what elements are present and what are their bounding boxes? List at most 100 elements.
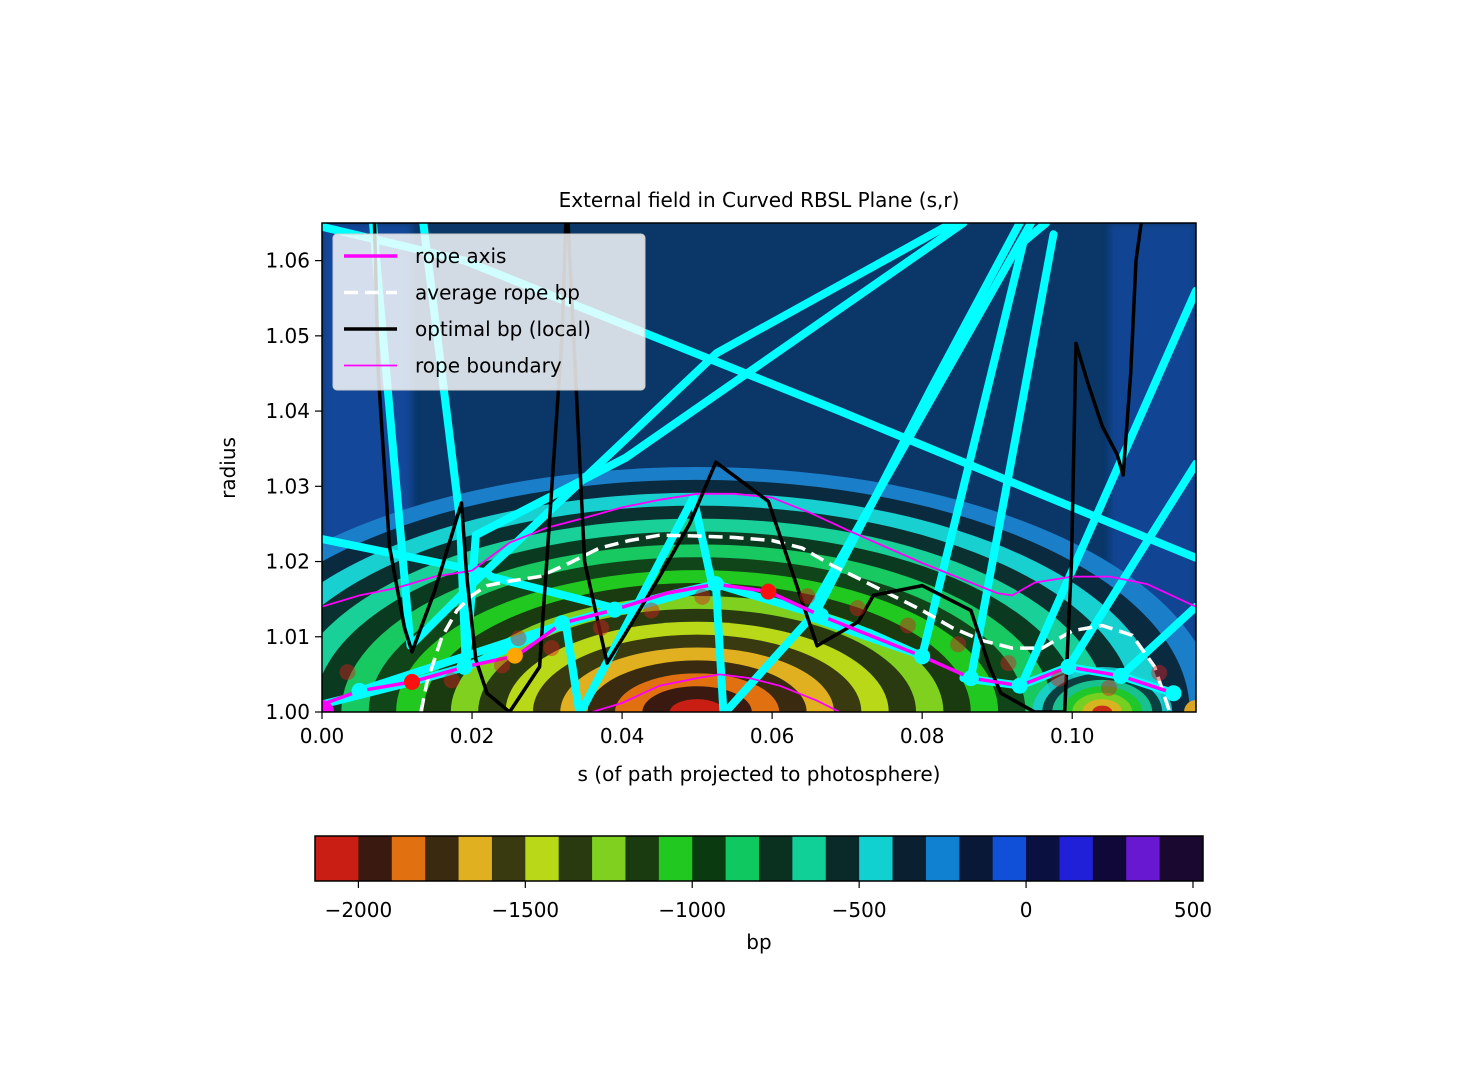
plot-area xyxy=(321,222,1197,713)
cyan-point xyxy=(1112,667,1129,684)
cyan-point xyxy=(554,615,571,632)
red-sample-point xyxy=(339,664,356,681)
colorbar-tick-label: −1000 xyxy=(658,898,726,922)
y-tick-label: 1.06 xyxy=(265,249,310,273)
field-line xyxy=(809,223,1050,660)
cyan-point xyxy=(606,601,623,618)
x-tick-label: 0.08 xyxy=(900,724,945,748)
colorbar-band xyxy=(692,836,727,881)
x-axis: 0.00 0.02 0.04 0.06 0.08 0.10 xyxy=(300,712,1095,748)
cyan-point xyxy=(914,648,931,665)
red-sample-point xyxy=(1000,655,1017,672)
y-tick-label: 1.01 xyxy=(265,625,310,649)
field-line xyxy=(711,223,1024,712)
colorbar-band xyxy=(425,836,460,881)
colorbar-tick-label: −500 xyxy=(832,898,887,922)
red-sample-point xyxy=(849,600,866,617)
field-contour-ring xyxy=(669,699,725,712)
colorbar-band xyxy=(338,836,359,881)
colorbar-tick-label: −2000 xyxy=(325,898,393,922)
y-tick-label: 1.03 xyxy=(265,474,310,498)
y-tick-label: 1.02 xyxy=(265,550,310,574)
colorbar-band xyxy=(1026,836,1060,881)
colorbar-band xyxy=(625,836,660,881)
colorbar-band xyxy=(892,836,927,881)
x-tick-label: 0.10 xyxy=(1050,724,1095,748)
colorbar-bands xyxy=(315,836,1204,881)
cyan-point xyxy=(351,682,368,699)
field-line xyxy=(966,230,1058,683)
legend: rope axis average rope bp optimal bp (loca… xyxy=(332,233,646,391)
colorbar-band xyxy=(391,836,426,881)
legend-label: optimal bp (local) xyxy=(415,317,591,341)
y-axis-label: radius xyxy=(216,437,240,499)
start-marker xyxy=(322,700,334,712)
colorbar-ticks: −2000 −1500 −1000 −500 0 500 xyxy=(325,881,1212,922)
colorbar-band xyxy=(959,836,994,881)
y-tick-label: 1.05 xyxy=(265,324,310,348)
y-axis: 1.00 1.01 1.02 1.03 1.04 1.05 1.06 xyxy=(265,249,322,724)
rope-boundary-upper xyxy=(322,492,1196,608)
x-tick-label: 0.04 xyxy=(600,724,645,748)
colorbar-tick-label: −1500 xyxy=(491,898,559,922)
red-sample-point xyxy=(443,672,460,689)
colorbar-band xyxy=(358,836,393,881)
x-tick-label: 0.00 xyxy=(300,724,345,748)
colorbar-band xyxy=(458,836,493,881)
legend-label: average rope bp xyxy=(415,281,580,305)
colorbar-band xyxy=(925,836,960,881)
cyan-point xyxy=(962,670,979,687)
field-contour-ring xyxy=(1092,705,1113,712)
red-sample-point xyxy=(899,617,916,634)
rope-boundary-lower xyxy=(591,673,841,712)
red-sample-point xyxy=(799,588,816,605)
end-marker xyxy=(1184,700,1196,712)
red-sample-point xyxy=(510,630,527,647)
red-sample-point xyxy=(543,640,560,657)
colorbar-tick-label: 500 xyxy=(1174,898,1212,922)
rope-axis-line xyxy=(322,582,1175,707)
colorbar-band xyxy=(1092,836,1127,881)
cyan-point xyxy=(812,607,829,624)
cyan-point xyxy=(707,576,724,593)
cyan-point xyxy=(456,658,473,675)
colorbar-tick-label: 0 xyxy=(1020,898,1033,922)
red-sample-point xyxy=(1050,670,1067,687)
series-layer xyxy=(322,223,1196,712)
chart-title: External field in Curved RBSL Plane (s,r… xyxy=(559,188,960,212)
colorbar-band xyxy=(525,836,560,881)
optimal-bp-line xyxy=(372,223,1143,712)
cyan-point xyxy=(1165,685,1182,702)
colorbar-band xyxy=(592,836,626,881)
red-sample-point xyxy=(593,619,610,636)
x-tick-label: 0.02 xyxy=(450,724,495,748)
orange-point xyxy=(506,647,523,664)
colorbar: −2000 −1500 −1000 −500 0 500 bp xyxy=(314,835,1212,954)
red-sample-point xyxy=(1100,679,1117,696)
red-sample-point xyxy=(1151,664,1168,681)
colorbar-band xyxy=(658,836,693,881)
colorbar-band xyxy=(315,836,339,881)
x-tick-label: 0.06 xyxy=(750,724,795,748)
x-axis-label: s (of path projected to photosphere) xyxy=(578,762,941,786)
field-line xyxy=(1117,602,1196,680)
cyan-point xyxy=(1011,677,1028,694)
colorbar-band xyxy=(1059,836,1094,881)
average-rope-bp-line xyxy=(419,533,1172,712)
colorbar-band xyxy=(825,836,860,881)
colorbar-band xyxy=(1126,836,1161,881)
colorbar-band xyxy=(558,836,593,881)
y-tick-label: 1.00 xyxy=(265,700,310,724)
plot-frame xyxy=(321,222,1197,713)
cyan-point xyxy=(1060,658,1077,675)
bright-red-point xyxy=(760,583,777,600)
colorbar-band xyxy=(759,836,793,881)
legend-label: rope axis xyxy=(415,244,506,268)
y-tick-label: 1.04 xyxy=(265,399,310,423)
colorbar-band xyxy=(859,836,894,881)
colorbar-frame xyxy=(314,835,1204,882)
legend-box xyxy=(332,233,646,391)
colorbar-band xyxy=(491,836,526,881)
colorbar-band xyxy=(992,836,1027,881)
